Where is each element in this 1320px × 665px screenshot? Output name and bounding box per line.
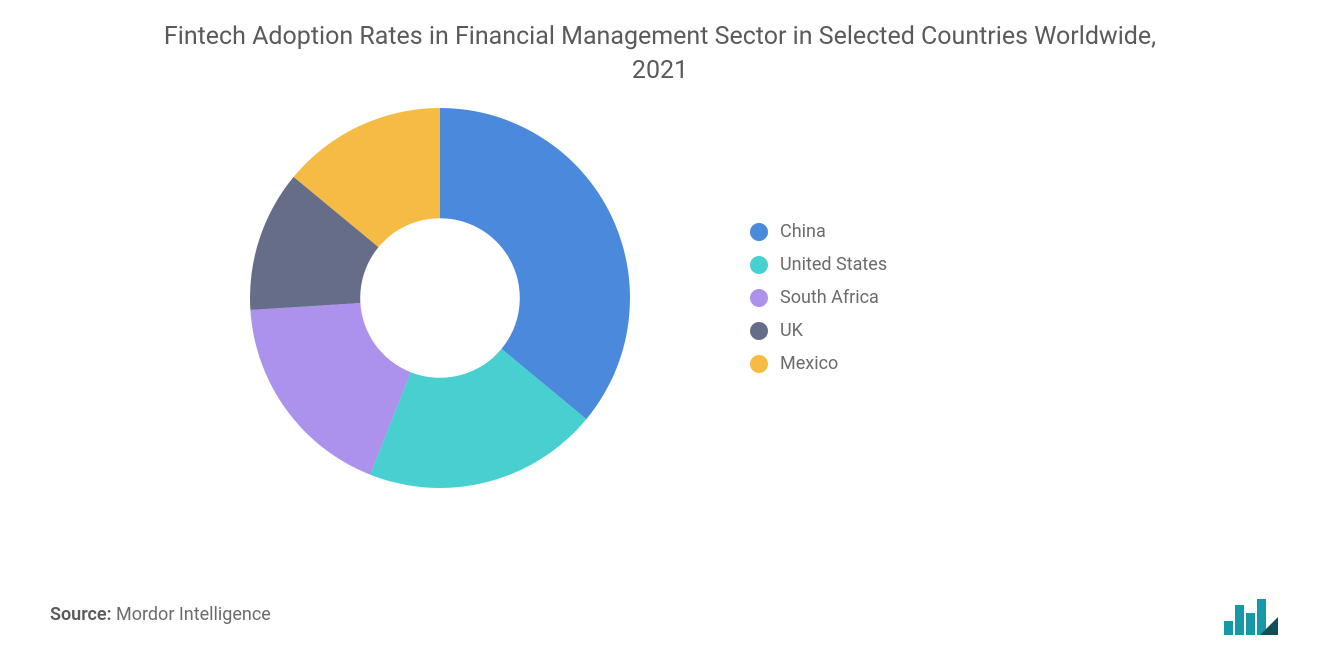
legend-swatch: [750, 355, 768, 373]
legend-swatch: [750, 322, 768, 340]
legend-label: UK: [780, 320, 803, 341]
donut-slice: [440, 108, 630, 419]
source-text: Mordor Intelligence: [116, 604, 271, 625]
bars-icon: [1220, 595, 1280, 635]
legend-label: Mexico: [780, 353, 838, 374]
legend-swatch: [750, 223, 768, 241]
donut-svg: [250, 108, 630, 488]
chart-area: China United States South Africa UK Mexico: [50, 108, 1270, 488]
source-label: Source:: [50, 604, 112, 625]
legend-label: South Africa: [780, 287, 879, 308]
brand-logo: [1220, 595, 1280, 635]
legend-swatch: [750, 256, 768, 274]
donut-chart: [250, 108, 630, 488]
chart-title: Fintech Adoption Rates in Financial Mana…: [160, 20, 1160, 88]
legend-item: South Africa: [750, 287, 887, 308]
legend-label: China: [780, 221, 826, 242]
legend-item: United States: [750, 254, 887, 275]
legend-item: China: [750, 221, 887, 242]
legend-item: UK: [750, 320, 887, 341]
legend-item: Mexico: [750, 353, 887, 374]
legend: China United States South Africa UK Mexico: [750, 221, 887, 374]
source-attribution: Source: Mordor Intelligence: [50, 604, 271, 625]
legend-swatch: [750, 289, 768, 307]
legend-label: United States: [780, 254, 887, 275]
